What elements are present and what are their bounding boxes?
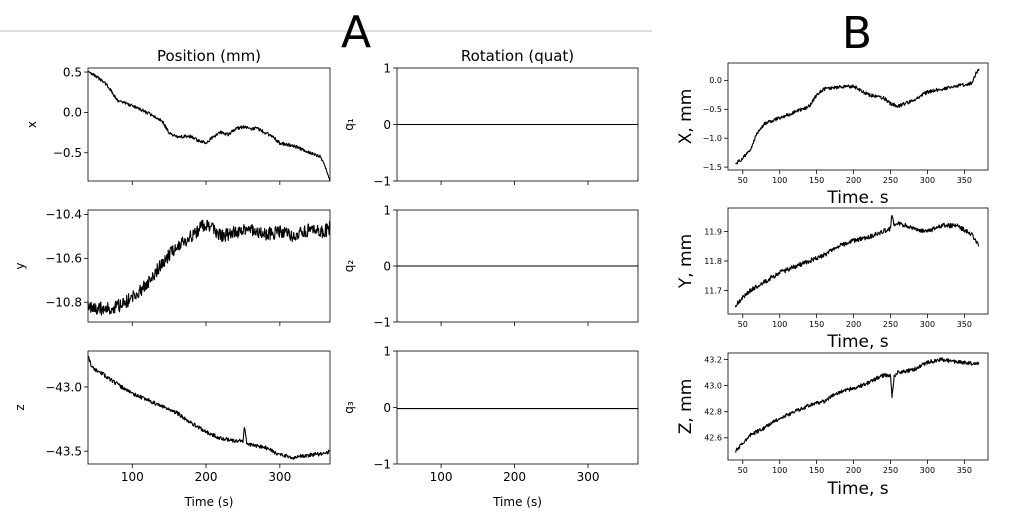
plot-b-y: 50 100 150 200 250 300 350 11.7 11.8 11.9 Y, mm Tim… [676, 207, 989, 352]
y-tick-label: 0.0 [709, 76, 722, 85]
y-axis-label: X, mm [676, 89, 696, 145]
y-tick-label: 11.7 [704, 286, 722, 295]
y-tick-label: −1 [373, 174, 391, 188]
x-axis-label: Time, s [826, 332, 888, 352]
x-tick-label: 200 [195, 470, 218, 484]
y-tick-label: 0 [383, 118, 391, 132]
x-tick-label: 300 [268, 470, 291, 484]
y-tick-label: −10.8 [45, 296, 82, 310]
x-tick-label: 100 [772, 466, 787, 475]
plot-b-z: 50 100 150 200 250 300 350 42.6 42.8 43.0 43.2 Z, m… [676, 352, 989, 499]
axes-frame-a-y [87, 209, 331, 323]
y-tick-label: 0 [383, 401, 391, 415]
x-axis-label: Time. s [826, 188, 888, 208]
x-tick-label: 100 [772, 320, 787, 329]
x-tick-label: 50 [738, 466, 748, 475]
y-tick-label: 0.5 [63, 65, 82, 79]
panel-label-a: A [341, 7, 371, 58]
y-axis-label: q₃ [342, 401, 356, 414]
y-tick-label: 1 [383, 61, 391, 75]
x-tick-label: 300 [920, 320, 935, 329]
series-line-b-y [734, 214, 980, 308]
y-tick-label: −0.5 [53, 146, 82, 160]
y-tick-label: −43.0 [45, 380, 82, 394]
panel-label-b: B [842, 8, 872, 59]
y-tick-label: −1 [373, 315, 391, 329]
y-tick-label: −10.6 [45, 252, 82, 266]
y-tick-label: 1 [383, 203, 391, 217]
y-tick-label: 43.0 [704, 382, 722, 391]
y-tick-label: −0.5 [703, 105, 722, 114]
y-axis-label: y [13, 262, 27, 269]
y-axis-label: z [13, 404, 27, 410]
y-tick-label: −43.5 [45, 444, 82, 458]
x-tick-label: 100 [121, 470, 144, 484]
x-axis-label: Time (s) [492, 495, 542, 509]
x-tick-label: 250 [883, 176, 898, 185]
y-tick-label: 0 [383, 259, 391, 273]
x-tick-label: 300 [920, 176, 935, 185]
x-tick-label: 350 [957, 466, 972, 475]
plot-a-q2: −1 0 1 q₂ [342, 203, 639, 329]
series-line-b-z [734, 357, 980, 453]
x-tick-label: 100 [430, 470, 453, 484]
plot-a-y: −10.8 −10.6 −10.4 y [13, 208, 331, 326]
axes-frame-b-x [727, 62, 989, 171]
series-line-a-y [87, 219, 331, 316]
series-line-a-x [87, 71, 331, 182]
x-tick-label: 50 [738, 176, 748, 185]
plot-a-q3: 100 200 300 −1 0 1 q₃ Time (s) [342, 344, 639, 509]
y-tick-label: 42.8 [704, 408, 722, 417]
y-axis-label: q₁ [342, 118, 356, 131]
y-tick-label: 11.8 [704, 257, 722, 266]
y-tick-label: −1.0 [703, 134, 722, 143]
x-tick-label: 350 [957, 176, 972, 185]
plot-a-x: −0.5 0.0 0.5 x Position (mm) [25, 47, 331, 185]
y-axis-label: Y, mm [676, 234, 696, 289]
x-tick-label: 300 [577, 470, 600, 484]
x-axis-label: Time, s [826, 479, 888, 499]
column-title: Rotation (quat) [461, 47, 574, 65]
series-line-b-x [735, 68, 980, 165]
y-axis-label: Z, mm [676, 379, 696, 435]
plot-b-x: 50 100 150 200 250 300 350 −1.5 −1.0 −0.5 0.0 X, mm… [676, 62, 989, 208]
axes-frame-a-z [87, 350, 331, 465]
y-tick-label: 0.0 [63, 106, 82, 120]
y-tick-label: 43.2 [704, 355, 722, 364]
x-tick-label: 100 [772, 176, 787, 185]
x-tick-label: 150 [809, 320, 824, 329]
x-tick-label: 200 [846, 466, 861, 475]
column-title: Position (mm) [157, 47, 261, 65]
y-axis-label: x [25, 121, 39, 128]
x-tick-label: 300 [920, 466, 935, 475]
x-tick-label: 200 [503, 470, 526, 484]
axes-frame-b-y [727, 207, 989, 315]
x-tick-label: 350 [957, 320, 972, 329]
x-tick-label: 150 [809, 176, 824, 185]
plots: −0.5 0.0 0.5 x Position (mm) −1 0 1 q₁ Rotation (… [13, 47, 989, 509]
x-tick-label: 200 [846, 320, 861, 329]
series-line-a-z [87, 355, 331, 460]
plot-a-z: 100 200 300 −43.5 −43.0 z Time (s) [13, 350, 331, 509]
y-tick-label: 42.6 [704, 434, 722, 443]
y-tick-label: 1 [383, 344, 391, 358]
x-axis-label: Time (s) [184, 495, 234, 509]
x-tick-label: 250 [883, 320, 898, 329]
x-tick-label: 200 [846, 176, 861, 185]
y-tick-label: −1.5 [703, 163, 722, 172]
plot-a-q1: −1 0 1 q₁ Rotation (quat) [342, 47, 639, 188]
axes-frame-a-x [87, 67, 331, 182]
x-tick-label: 250 [883, 466, 898, 475]
y-tick-label: 11.9 [704, 227, 722, 236]
axes-frame-a-q3 [396, 350, 639, 465]
y-axis-label: q₂ [342, 260, 356, 273]
axes-frame-b-z [727, 352, 989, 461]
x-tick-label: 150 [809, 466, 824, 475]
y-tick-label: −10.4 [45, 208, 82, 222]
x-tick-label: 50 [738, 320, 748, 329]
y-tick-label: −1 [373, 457, 391, 471]
